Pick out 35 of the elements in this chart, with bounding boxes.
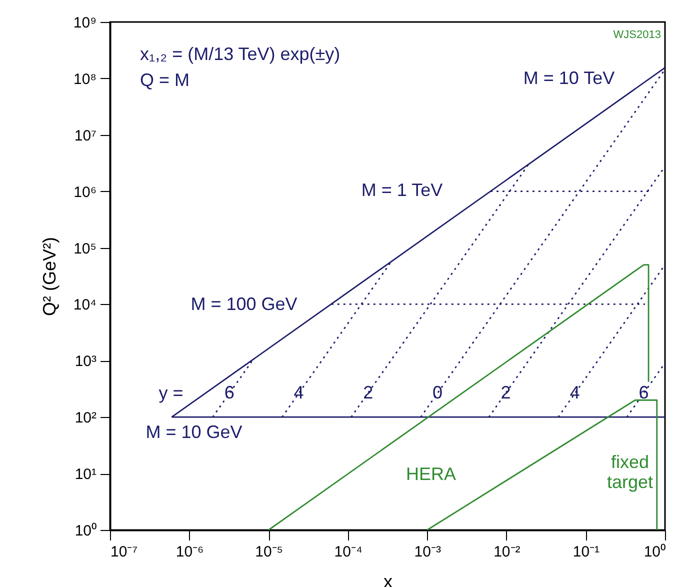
y-tick-label: 10⁵ [74, 240, 96, 258]
y-tick-label: 10³ [74, 353, 96, 370]
annotation: 4 [570, 382, 580, 403]
y-tick-label: 10¹ [74, 466, 96, 484]
y-tick-label: 10⁴ [73, 296, 96, 314]
x-tick-label: 10⁻⁴ [334, 544, 362, 560]
x-tick-label: 10⁻² [494, 544, 520, 560]
annotation: 0 [432, 382, 442, 403]
y-tick-label: 10⁸ [73, 70, 96, 88]
y-tick-label: 10⁷ [74, 127, 96, 144]
annotation: HERA [406, 464, 456, 484]
annotation: M = 1 TeV [361, 180, 443, 200]
annotation: M = 100 GeV [190, 294, 298, 314]
annotation: x₁,₂ = (M/13 TeV) exp(±y) [140, 44, 340, 64]
x-tick-label: 10⁻⁶ [176, 544, 204, 560]
y-tick-label: 10⁶ [74, 184, 96, 201]
annotation: fixed target [606, 452, 654, 492]
annotation: Q = M [140, 70, 190, 90]
annotation: 6 [224, 382, 234, 403]
y-tick-label: 10⁹ [73, 14, 96, 32]
y-tick-label: 10⁰ [74, 522, 96, 540]
x-tick-label: 10⁰ [644, 544, 666, 560]
x-tick-label: 10⁻³ [414, 544, 441, 560]
x-tick-label: 10⁻⁵ [255, 544, 284, 560]
annotation: 2 [500, 382, 511, 403]
annotation: M = 10 GeV [146, 422, 242, 442]
annotation: 4 [294, 382, 304, 403]
x-tick-label: 10⁻¹ [572, 544, 600, 560]
x-tick-label: 10⁻⁷ [110, 544, 138, 560]
annotation: WJS2013 [613, 29, 661, 41]
y-axis-title: Q² (GeV²) [39, 237, 60, 316]
annotation: M = 10 TeV [523, 68, 615, 88]
annotation: y = [158, 383, 184, 403]
annotation: 2 [363, 382, 374, 403]
y-tick-label: 10² [74, 410, 96, 427]
